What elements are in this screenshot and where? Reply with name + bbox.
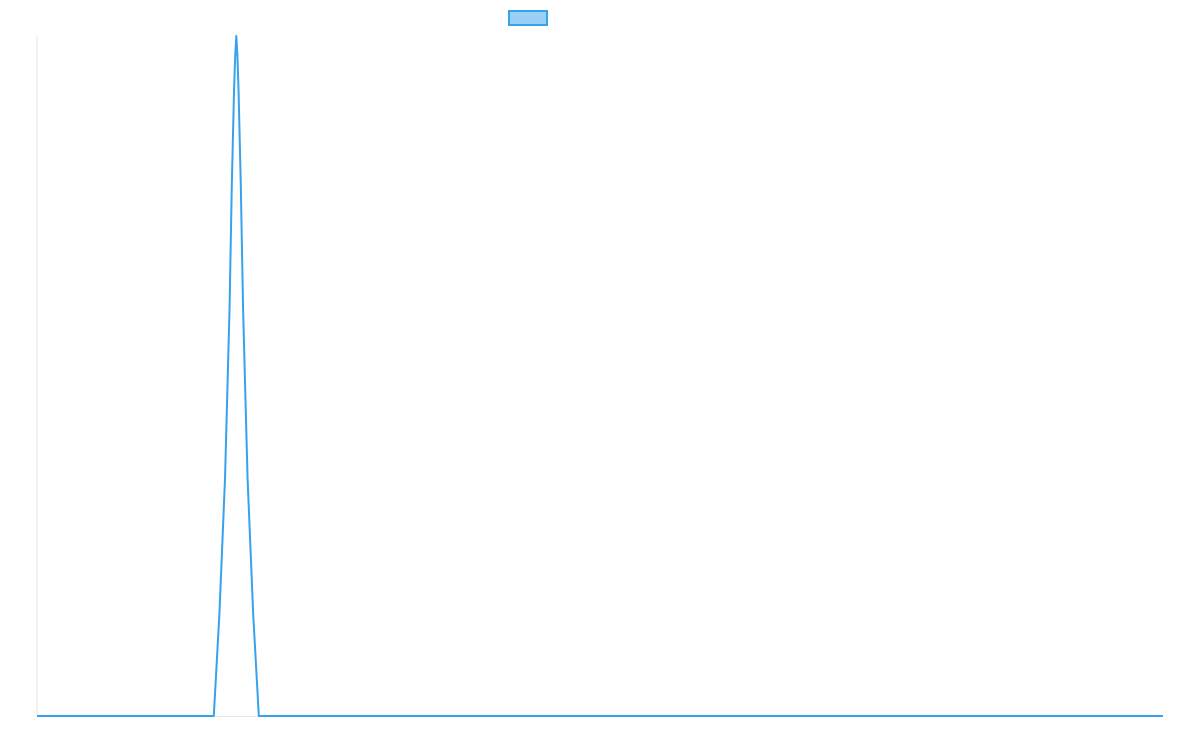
- legend-swatch[interactable]: [508, 10, 548, 26]
- series-layer: [37, 35, 1163, 717]
- series-line-0[interactable]: [37, 35, 1163, 717]
